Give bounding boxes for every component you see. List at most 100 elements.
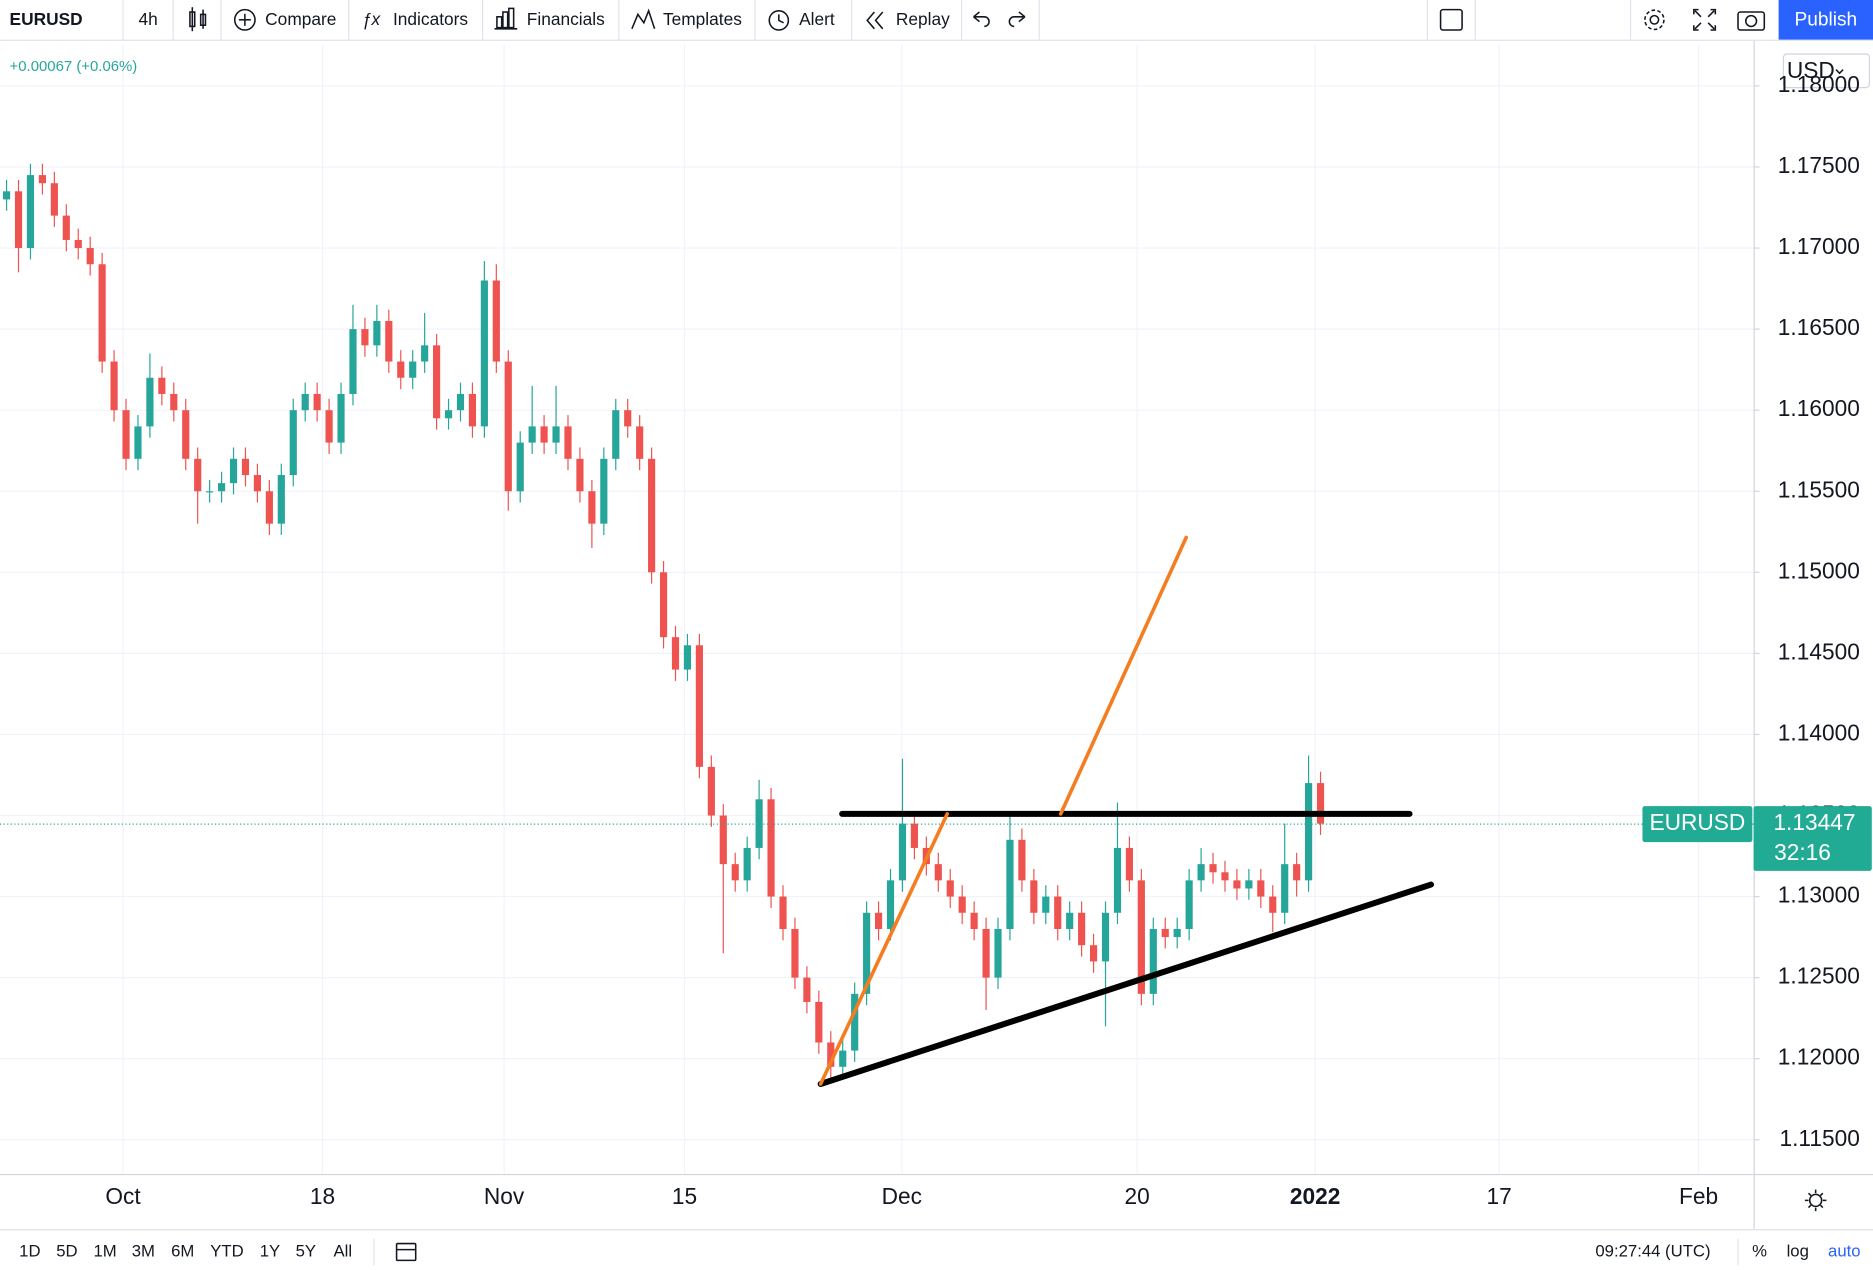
templates-button[interactable]: Templates <box>663 9 742 29</box>
candle-body <box>265 491 273 524</box>
candle-body <box>325 410 333 443</box>
candle-body <box>444 410 453 419</box>
indicators-icon[interactable]: ƒx <box>362 9 382 29</box>
candle-body <box>1101 912 1110 962</box>
candle-body <box>1197 864 1205 881</box>
candle-body <box>1006 839 1014 929</box>
alert-icon[interactable] <box>768 10 790 31</box>
x-tick-label: 20 <box>1125 1183 1150 1209</box>
candle-body <box>946 880 954 897</box>
range-button[interactable]: 5D <box>56 1241 77 1260</box>
y-tick-label: 1.14000 <box>1778 719 1860 745</box>
range-button[interactable]: 5Y <box>296 1241 316 1260</box>
chart-type-icon[interactable] <box>189 7 207 32</box>
percent-toggle[interactable]: % <box>1752 1241 1767 1260</box>
candle-body <box>576 458 584 492</box>
replay-button[interactable]: Replay <box>896 9 950 29</box>
candle-body <box>1149 928 1157 994</box>
templates-icon[interactable] <box>631 8 656 30</box>
fullscreen-button[interactable] <box>1693 8 1717 31</box>
trend-line <box>818 812 950 1086</box>
candle-body <box>1054 896 1062 929</box>
indicators-button[interactable]: Indicators <box>393 9 468 29</box>
x-tick-label: Dec <box>882 1183 922 1209</box>
trend-line <box>1058 535 1188 816</box>
symbol[interactable]: EURUSD <box>10 9 83 29</box>
candle-body <box>564 426 572 459</box>
candle-body <box>755 799 763 848</box>
candle-body <box>14 191 23 249</box>
candle-body <box>970 912 978 929</box>
layout-button[interactable] <box>1439 8 1463 31</box>
x-tick-label: 17 <box>1486 1183 1511 1209</box>
candle-body <box>337 393 345 443</box>
candle-body <box>86 248 94 265</box>
y-tick-label: 1.14500 <box>1778 638 1860 664</box>
candle-body <box>1293 864 1301 881</box>
currency-label[interactable]: USD <box>1787 57 1835 83</box>
candle-body <box>253 475 262 492</box>
symbol-label: EURUSD <box>1649 809 1745 835</box>
candle-body <box>886 880 895 929</box>
candle-body <box>731 864 739 881</box>
candle-body <box>217 483 226 492</box>
candle-body <box>600 458 608 524</box>
candle-body <box>26 175 35 249</box>
x-tick-label: 2022 <box>1290 1183 1341 1209</box>
log-toggle[interactable]: log <box>1787 1241 1809 1260</box>
candle-body <box>170 393 178 411</box>
x-tick-label: 18 <box>310 1183 335 1209</box>
snapshot-button[interactable] <box>1737 11 1766 31</box>
candle-body <box>206 491 214 493</box>
publish-label[interactable]: Publish <box>1795 9 1858 30</box>
candle-body <box>110 361 118 411</box>
candle-body <box>373 321 381 346</box>
candle-body <box>194 458 202 492</box>
settings-button[interactable] <box>1644 9 1665 31</box>
candle-body <box>779 896 787 929</box>
goto-date-button[interactable] <box>395 1242 417 1262</box>
candle-body <box>1269 896 1277 913</box>
x-tick-label: Feb <box>1679 1183 1718 1209</box>
financials-icon[interactable] <box>494 7 518 30</box>
replay-icon[interactable] <box>866 11 884 30</box>
candle-body <box>540 426 548 443</box>
candle-body <box>516 442 524 492</box>
y-tick-label: 1.15000 <box>1778 557 1860 583</box>
auto-toggle[interactable]: auto <box>1828 1241 1861 1260</box>
candle-body <box>433 345 441 419</box>
last-price-box <box>1753 806 1872 871</box>
range-button[interactable]: 1M <box>94 1241 117 1260</box>
currency-button[interactable] <box>1782 53 1871 89</box>
candle-body <box>98 264 106 362</box>
compare-icon[interactable] <box>233 8 256 31</box>
range-buttons: 1D 5D 1M 3M 6M YTD 1Y 5Y All <box>19 1241 352 1260</box>
candle-body <box>683 645 692 670</box>
publish-button[interactable] <box>1778 0 1873 40</box>
range-button[interactable]: YTD <box>210 1241 243 1260</box>
range-button[interactable]: 1D <box>19 1241 40 1260</box>
range-button[interactable]: 1Y <box>260 1241 280 1260</box>
candle-body <box>277 475 285 524</box>
range-button[interactable]: 3M <box>132 1241 155 1260</box>
interval[interactable]: 4h <box>138 9 157 29</box>
financials-button[interactable]: Financials <box>527 9 605 29</box>
compare-button[interactable]: Compare <box>265 9 336 29</box>
candle-body <box>468 393 477 427</box>
candle-body <box>158 377 166 394</box>
candle-body <box>301 393 309 411</box>
candle-body <box>74 239 82 249</box>
alert-button[interactable]: Alert <box>799 9 835 29</box>
undo-button[interactable] <box>973 11 990 28</box>
x-tick-label: Nov <box>484 1183 525 1209</box>
y-tick-label: 1.16500 <box>1778 314 1860 340</box>
axis-settings-button[interactable] <box>1804 1189 1827 1212</box>
candle-body <box>1281 864 1289 913</box>
candle-body <box>1078 912 1086 946</box>
candle-body <box>588 491 596 524</box>
candle-body <box>719 815 727 865</box>
range-button[interactable]: All <box>334 1241 353 1260</box>
candle-body <box>1018 839 1026 881</box>
range-button[interactable]: 6M <box>171 1241 194 1260</box>
redo-button[interactable] <box>1008 11 1026 28</box>
